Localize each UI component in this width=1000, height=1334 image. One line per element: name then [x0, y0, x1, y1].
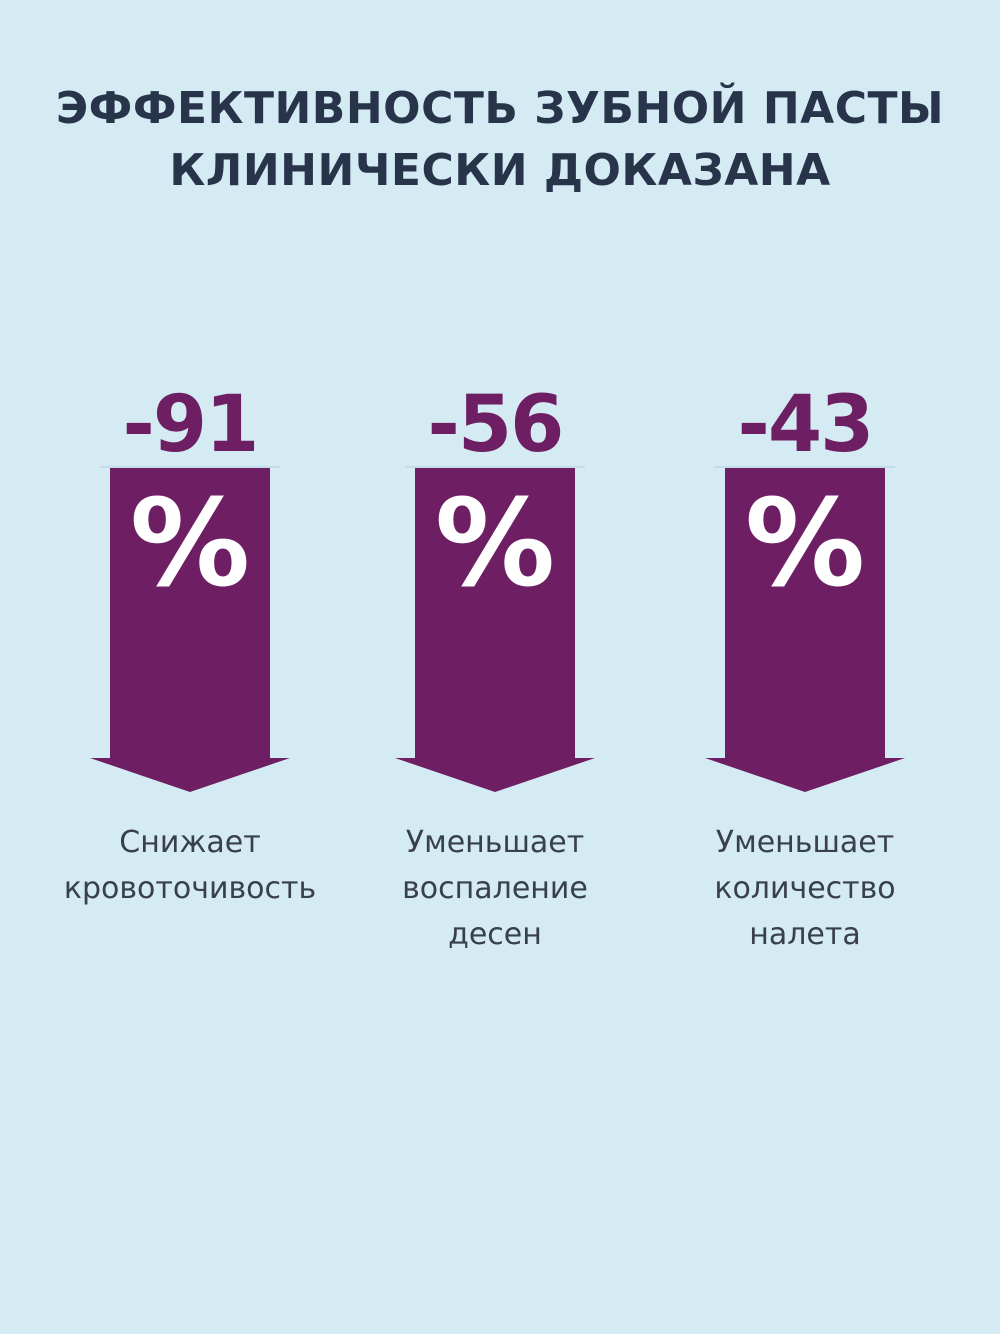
caption-line: Снижает	[119, 825, 261, 860]
down-arrow-icon	[90, 466, 290, 792]
down-arrow-icon	[705, 466, 905, 792]
stat-value: -56	[427, 380, 565, 470]
down-arrow-icon	[395, 466, 595, 792]
title-line-1: ЭФФЕКТИВНОСТЬ ЗУБНОЙ ПАСТЫ	[55, 83, 945, 134]
stat-caption: Снижает кровоточивость	[20, 820, 360, 912]
stat-value: -43	[737, 380, 875, 470]
title-line-2: КЛИНИЧЕСКИ ДОКАЗАНА	[169, 145, 831, 196]
caption-line: десен	[448, 917, 542, 952]
percent-sign: %	[434, 475, 556, 614]
percent-sign: %	[744, 475, 866, 614]
caption-line: Уменьшает	[715, 825, 895, 860]
percent-sign: %	[129, 475, 251, 614]
page-title: ЭФФЕКТИВНОСТЬ ЗУБНОЙ ПАСТЫ КЛИНИЧЕСКИ ДО…	[0, 78, 1000, 202]
stat-value: -91	[122, 380, 260, 470]
stat-caption: Уменьшает воспаление десен	[325, 820, 665, 958]
caption-line: воспаление	[402, 871, 588, 906]
caption-line: налета	[749, 917, 861, 952]
caption-line: кровоточивость	[63, 871, 317, 906]
stat-caption: Уменьшает количество налета	[635, 820, 975, 958]
caption-line: Уменьшает	[405, 825, 585, 860]
caption-line: количество	[714, 871, 896, 906]
